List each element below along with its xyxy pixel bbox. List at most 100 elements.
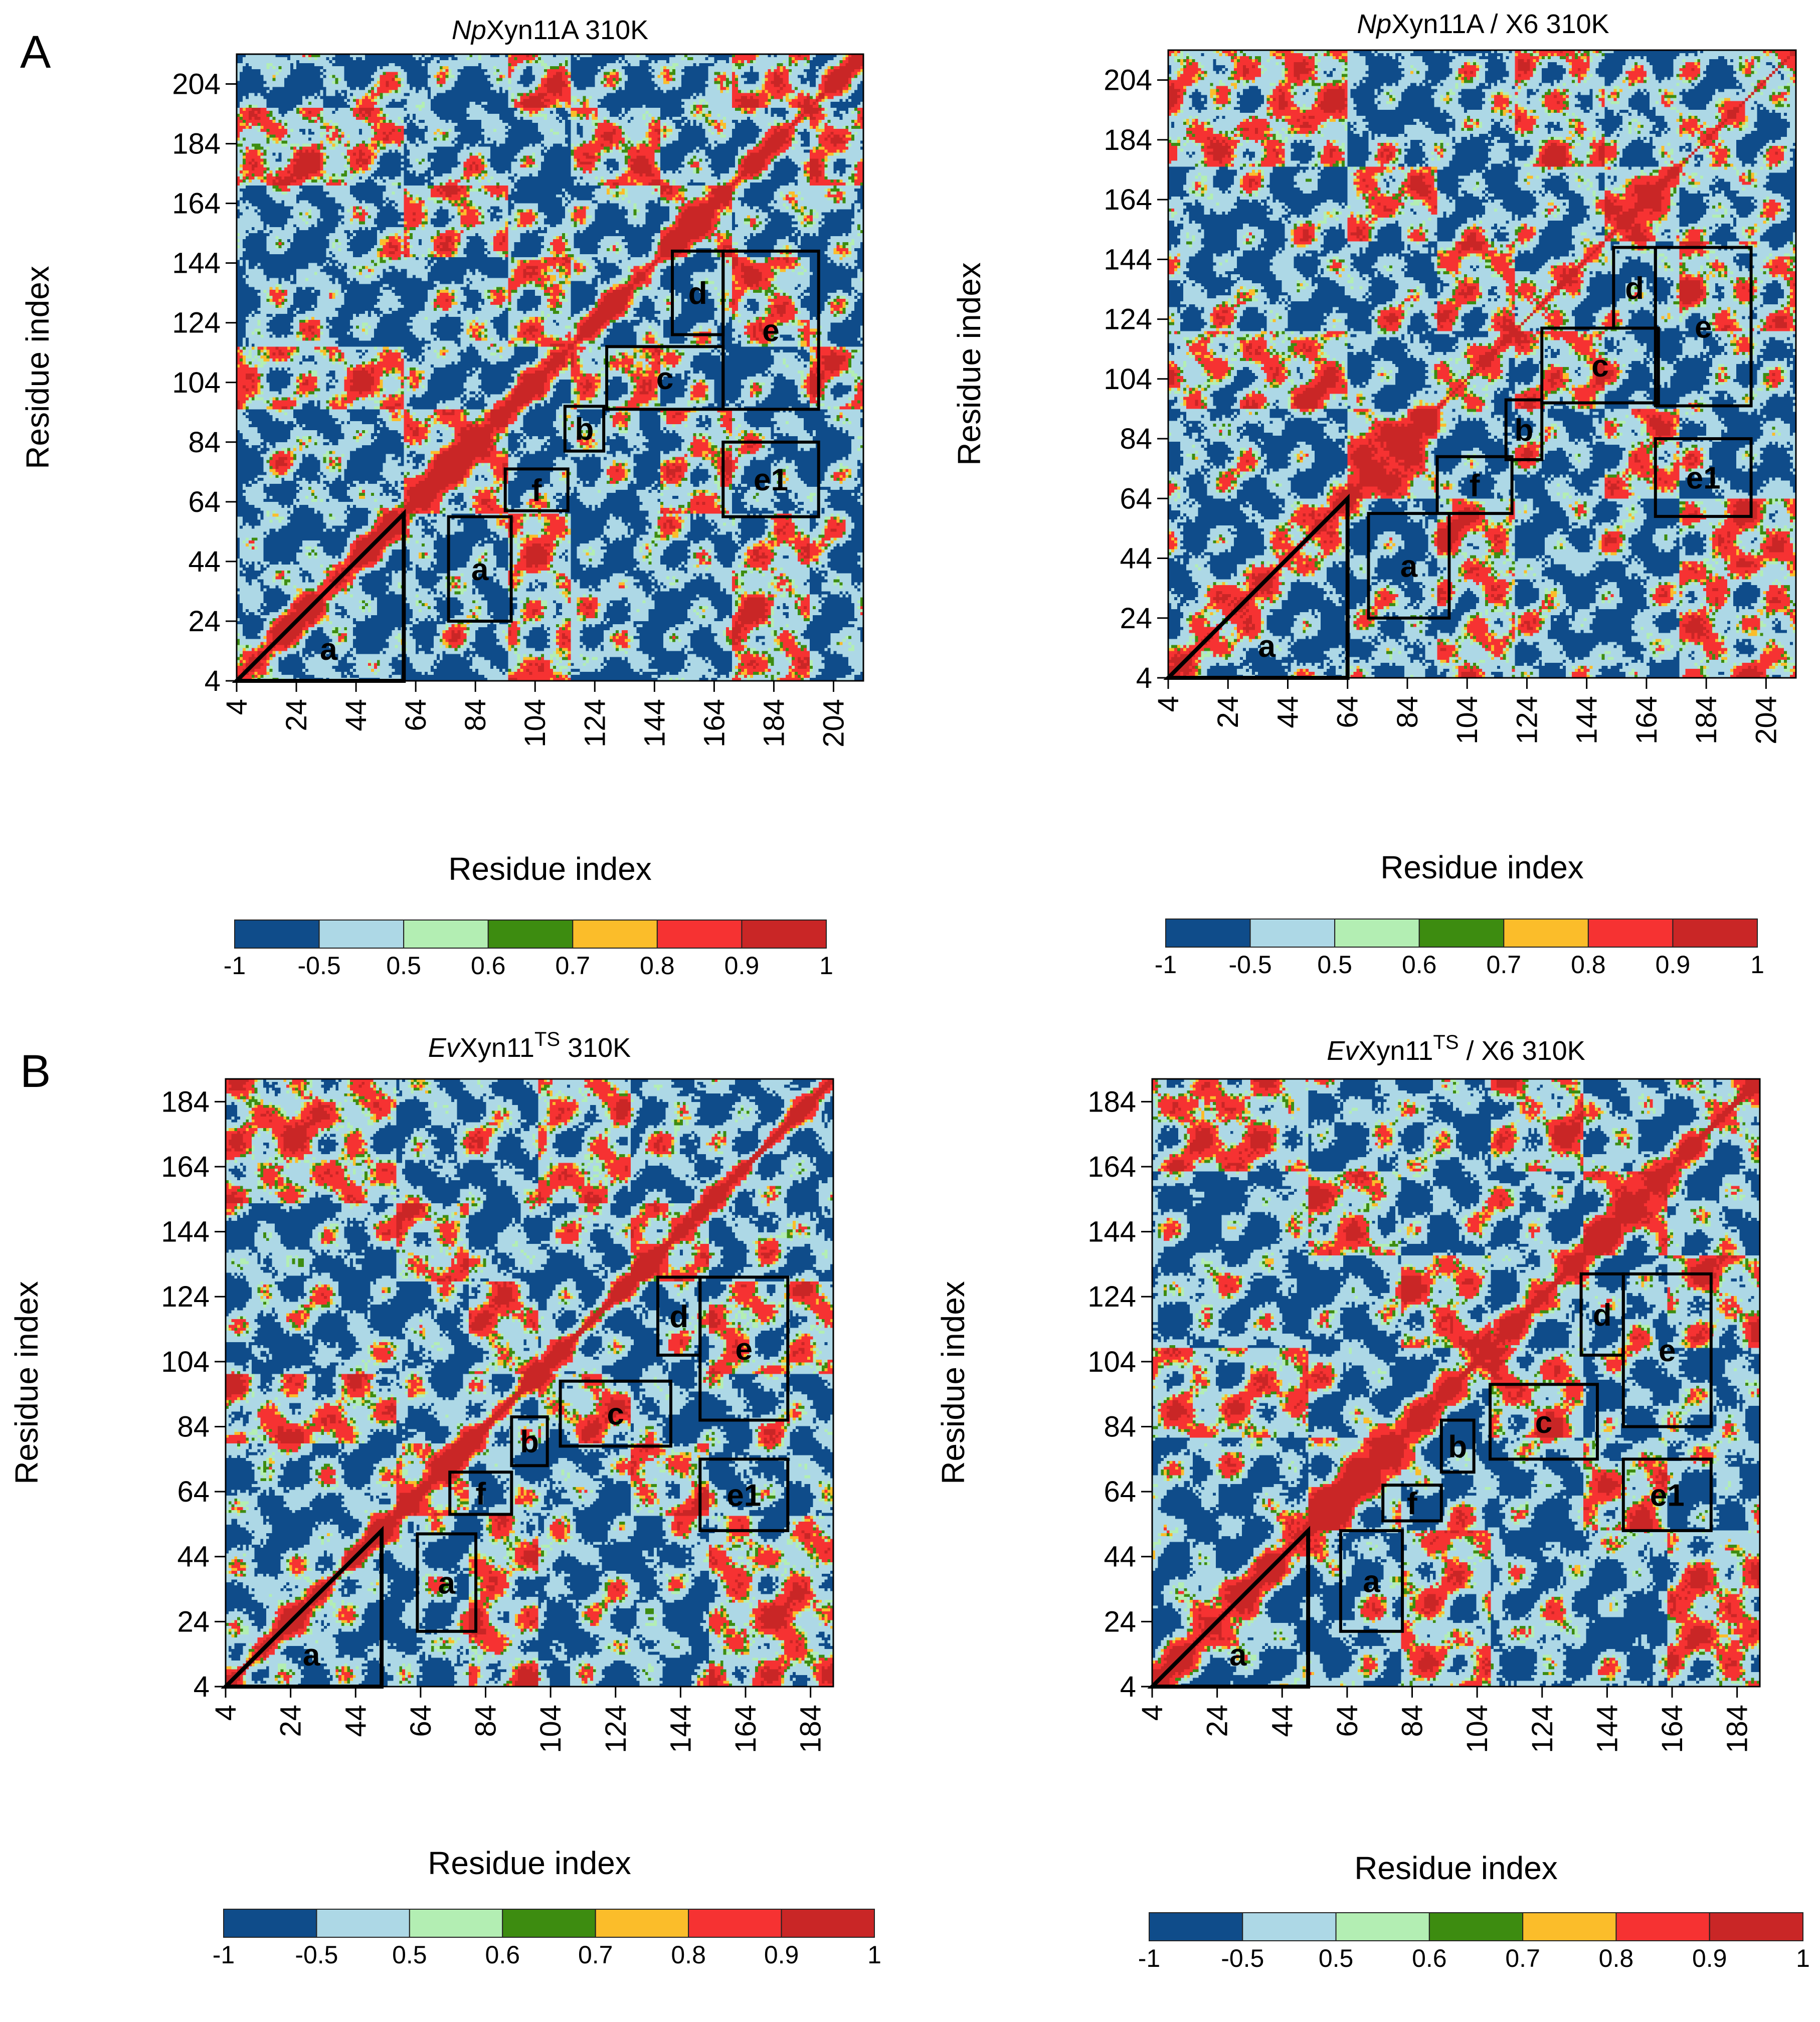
x-tick-label: 164	[1630, 696, 1663, 745]
y-tick-label: 4	[205, 665, 221, 697]
colorbar-segment	[403, 920, 489, 949]
x-tick-label: 104	[519, 699, 552, 748]
x-tick-label: 4	[1136, 1705, 1169, 1721]
x-axis-label: Residue index	[448, 851, 652, 887]
region-label-c: c	[656, 361, 673, 396]
region-label-f: f	[1407, 1487, 1417, 1521]
region-box-e	[1654, 246, 1753, 408]
colorbar-segment	[223, 1909, 317, 1938]
x-tick-label: 84	[459, 699, 492, 731]
y-tick-label: 144	[172, 247, 221, 280]
colorbar-segment	[487, 920, 574, 949]
y-tick-label: 204	[172, 68, 221, 101]
y-tick-label: 24	[1120, 602, 1152, 635]
x-axis-label: Residue index	[1354, 1850, 1558, 1886]
x-tick-label: 124	[600, 1705, 632, 1753]
x-tick-label: 4	[210, 1705, 242, 1721]
x-tick-label: 164	[730, 1705, 762, 1753]
heatmap-panel-4: EvXyn11TS / X6 310Kaafbcdee1442424444464…	[935, 1031, 1810, 1972]
region-label-e: e	[1659, 1334, 1676, 1368]
colorbar-segment	[781, 1909, 875, 1938]
region-label-e1: e1	[726, 1479, 761, 1513]
region-label-c: c	[1591, 349, 1608, 384]
colorbar-tick-label: -0.5	[1221, 1944, 1264, 1972]
x-tick-label: 124	[579, 699, 611, 748]
colorbar-segment	[1522, 1912, 1617, 1941]
y-tick-label: 24	[177, 1605, 210, 1638]
y-tick-label: 24	[1104, 1605, 1136, 1638]
colorbar-tick-label: 0.7	[1487, 951, 1522, 979]
y-tick-label: 44	[1120, 542, 1152, 575]
colorbar: -1 -0.5 0.5 0.6 0.7 0.8 0.9 1	[1155, 918, 1764, 979]
x-tick-label: 24	[280, 699, 313, 731]
y-tick-label: 84	[1120, 423, 1152, 455]
colorbar-segment	[1428, 1912, 1524, 1941]
x-tick-label: 184	[795, 1705, 827, 1753]
panel-letter-a: A	[20, 27, 51, 78]
y-tick-label: 104	[172, 366, 221, 399]
colorbar: -1 -0.5 0.5 0.6 0.7 0.8 0.9 1	[1138, 1912, 1810, 1972]
colorbar-tick-label: 1	[1750, 951, 1764, 979]
region-label-c: c	[607, 1397, 624, 1432]
y-tick-label: 64	[1120, 482, 1152, 515]
x-tick-label: 44	[339, 1705, 372, 1737]
region-box-a	[447, 515, 513, 623]
colorbar-tick-label: 0.5	[392, 1941, 427, 1969]
y-tick-label: 124	[161, 1280, 210, 1313]
y-tick-label: 204	[1104, 64, 1152, 97]
colorbar-segment	[572, 920, 658, 949]
colorbar-tick-label: -1	[213, 1941, 235, 1969]
region-box-c	[1540, 326, 1660, 405]
y-tick-label: 64	[1104, 1476, 1136, 1508]
colorbar: -1 -0.5 0.5 0.6 0.7 0.8 0.9 1	[224, 920, 833, 980]
x-tick-label: 4	[221, 699, 253, 715]
colorbar-segment	[656, 920, 743, 949]
region-box-e1	[1654, 437, 1753, 518]
region-box-b	[563, 405, 606, 453]
region-label-d: d	[669, 1300, 688, 1334]
region-label-a: a	[1363, 1564, 1380, 1599]
x-tick-label: 84	[1396, 1705, 1429, 1737]
colorbar-tick-label: 0.5	[1319, 1944, 1354, 1972]
colorbar-segment	[688, 1909, 782, 1938]
colorbar-segment	[316, 1909, 410, 1938]
x-tick-label: 64	[1331, 1705, 1364, 1737]
colorbar-segment	[595, 1909, 689, 1938]
y-tick-label: 44	[188, 545, 221, 578]
y-tick-label: 104	[1087, 1346, 1136, 1378]
y-tick-label: 84	[188, 426, 221, 459]
colorbar-tick-label: 0.6	[1402, 951, 1437, 979]
region-label-b: b	[575, 412, 594, 447]
colorbar-segment	[1165, 918, 1251, 948]
region-box-a	[1367, 512, 1451, 620]
colorbar-tick-label: 0.5	[1317, 951, 1352, 979]
region-label-a: a	[320, 632, 337, 667]
x-tick-label: 124	[1526, 1705, 1559, 1753]
colorbar-segment	[1672, 918, 1758, 948]
region-box-e	[1621, 1272, 1713, 1428]
x-tick-label: 84	[1391, 696, 1424, 728]
y-tick-label: 164	[161, 1151, 210, 1183]
colorbar-segment	[409, 1909, 503, 1938]
region-label-f: f	[1470, 468, 1480, 503]
colorbar-tick-label: -0.5	[295, 1941, 338, 1969]
y-tick-label: 184	[172, 128, 221, 160]
chart-title: NpXyn11A / X6 310K	[1357, 9, 1609, 39]
x-tick-label: 24	[1212, 696, 1244, 728]
x-tick-label: 124	[1511, 696, 1543, 745]
x-tick-label: 204	[817, 699, 850, 748]
colorbar-segment	[1587, 918, 1674, 948]
region-label-f: f	[475, 1477, 486, 1511]
colorbar-segment	[741, 920, 827, 949]
x-tick-label: 64	[400, 699, 432, 731]
colorbar-tick-label: 0.9	[1692, 1944, 1727, 1972]
y-tick-label: 104	[161, 1346, 210, 1378]
y-tick-label: 4	[1120, 1671, 1136, 1703]
y-tick-label: 144	[1104, 243, 1152, 276]
y-axis-label: Residue index	[9, 1281, 45, 1485]
region-label-e1: e1	[1686, 461, 1721, 496]
x-tick-label: 184	[1721, 1705, 1754, 1753]
colorbar-tick-label: 1	[867, 1941, 881, 1969]
colorbar-segment	[1503, 918, 1589, 948]
